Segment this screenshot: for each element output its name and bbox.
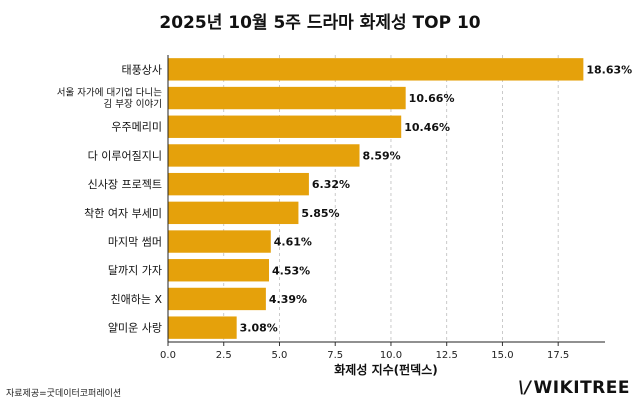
value-label: 18.63% — [586, 63, 632, 76]
category-label: 착한 여자 부세미 — [84, 207, 162, 220]
logo-mark: \/ — [518, 378, 532, 398]
value-label: 4.53% — [272, 264, 310, 277]
category-label: 신사장 프로젝트 — [88, 178, 162, 191]
x-tick-label: 17.5 — [547, 350, 569, 361]
bar — [168, 144, 360, 167]
bars — [168, 58, 584, 339]
bar — [168, 287, 266, 311]
category-label: 달까지 가자 — [108, 264, 162, 277]
category-label: 다 이루어질지니 — [88, 149, 162, 162]
bar — [168, 201, 299, 225]
source-note: 자료제공=굿데이터코퍼레이션 — [6, 389, 122, 399]
x-tick-label: 2.5 — [216, 350, 232, 361]
value-label: 3.08% — [240, 322, 278, 335]
bar — [168, 172, 309, 196]
x-tick-label: 12.5 — [436, 350, 458, 361]
value-label: 6.32% — [312, 178, 350, 191]
chart-title: 2025년 10월 5주 드라마 화제성 TOP 10 — [159, 13, 481, 33]
x-tick-label: 5.0 — [272, 350, 288, 361]
bar — [168, 115, 402, 138]
x-axis-ticks: 0.0 2.5 5.0 7.5 10.0 12.5 15.0 17.5 — [160, 342, 569, 361]
bar — [168, 86, 406, 110]
x-axis-label: 화제성 지수(펀덱스) — [334, 362, 437, 377]
value-label: 4.39% — [269, 293, 307, 306]
value-label: 4.61% — [274, 236, 312, 249]
category-label: 마지막 썸머 — [108, 236, 162, 249]
value-label: 10.66% — [409, 92, 455, 105]
logo-text: WIKITREE — [533, 378, 630, 398]
category-label: 태풍상사 — [122, 63, 162, 76]
category-label: 친애하는 X — [110, 292, 162, 306]
x-tick-label: 0.0 — [160, 350, 176, 361]
category-label: 우주메리미 — [111, 121, 162, 134]
x-tick-label: 15.0 — [491, 350, 513, 361]
bar — [168, 259, 270, 282]
value-label: 5.85% — [301, 207, 339, 220]
value-label: 8.59% — [363, 149, 401, 162]
bar — [168, 58, 584, 81]
bar — [168, 316, 237, 339]
value-labels: 18.63% 10.66% 10.46% 8.59% 6.32% 5.85% 4.61% 4.… — [240, 63, 633, 334]
category-label: 서울 자가에 대기업 다니는 — [57, 87, 162, 99]
x-tick-label: 7.5 — [327, 350, 343, 361]
category-label: 김 부장 이야기 — [104, 98, 162, 110]
bar — [168, 230, 271, 253]
axes — [167, 55, 605, 343]
category-label: 얄미운 사랑 — [108, 321, 162, 335]
value-label: 10.46% — [404, 121, 450, 134]
wikitree-logo: \/WIKITREE — [518, 378, 630, 398]
x-tick-label: 10.0 — [380, 350, 402, 361]
